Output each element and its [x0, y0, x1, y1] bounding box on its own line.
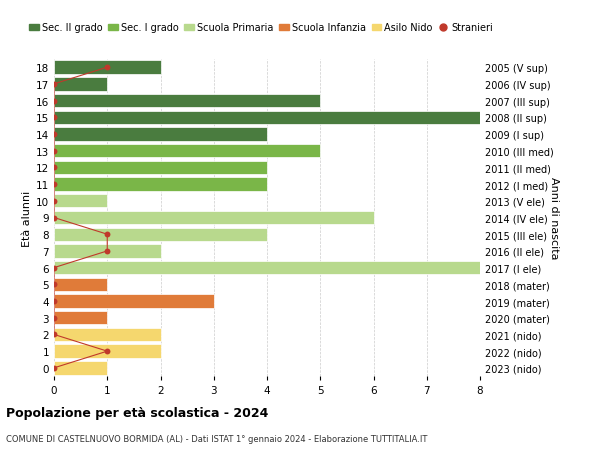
- Bar: [54, 195, 107, 208]
- Bar: [54, 78, 107, 91]
- Bar: [54, 211, 373, 225]
- Point: [49, 298, 59, 305]
- Bar: [54, 311, 107, 325]
- Legend: Sec. II grado, Sec. I grado, Scuola Primaria, Scuola Infanzia, Asilo Nido, Stran: Sec. II grado, Sec. I grado, Scuola Prim…: [29, 23, 493, 34]
- Bar: [54, 128, 267, 141]
- Point: [49, 214, 59, 222]
- Point: [103, 231, 112, 238]
- Y-axis label: Anni di nascita: Anni di nascita: [549, 177, 559, 259]
- Bar: [54, 62, 161, 75]
- Point: [49, 164, 59, 172]
- Bar: [54, 345, 161, 358]
- Bar: [54, 162, 267, 175]
- Point: [49, 331, 59, 338]
- Point: [49, 364, 59, 372]
- Bar: [54, 278, 107, 291]
- Point: [49, 264, 59, 272]
- Point: [49, 281, 59, 288]
- Point: [49, 314, 59, 322]
- Bar: [54, 178, 267, 191]
- Bar: [54, 145, 320, 158]
- Point: [49, 98, 59, 105]
- Point: [49, 181, 59, 188]
- Point: [49, 148, 59, 155]
- Point: [103, 248, 112, 255]
- Y-axis label: Età alunni: Età alunni: [22, 190, 32, 246]
- Point: [49, 114, 59, 122]
- Point: [103, 64, 112, 72]
- Point: [49, 131, 59, 138]
- Bar: [54, 328, 161, 341]
- Bar: [54, 295, 214, 308]
- Bar: [54, 228, 267, 241]
- Text: Popolazione per età scolastica - 2024: Popolazione per età scolastica - 2024: [6, 406, 268, 419]
- Text: COMUNE DI CASTELNUOVO BORMIDA (AL) - Dati ISTAT 1° gennaio 2024 - Elaborazione T: COMUNE DI CASTELNUOVO BORMIDA (AL) - Dat…: [6, 434, 427, 443]
- Bar: [54, 361, 107, 375]
- Bar: [54, 245, 161, 258]
- Point: [103, 348, 112, 355]
- Point: [49, 81, 59, 88]
- Bar: [54, 112, 480, 125]
- Point: [49, 198, 59, 205]
- Bar: [54, 95, 320, 108]
- Bar: [54, 261, 480, 274]
